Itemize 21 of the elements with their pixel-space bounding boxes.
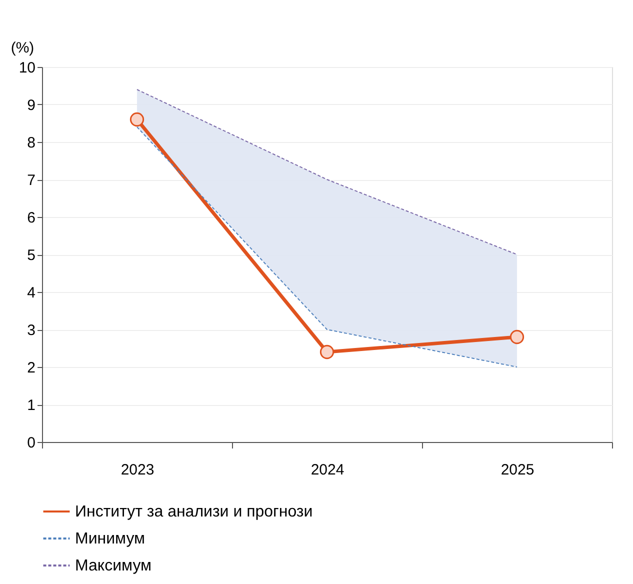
point xyxy=(130,112,144,127)
y-tick-label: 6 xyxy=(27,210,36,226)
legend-label: Минимум xyxy=(75,530,146,548)
point xyxy=(320,344,334,360)
y-tick-label: 5 xyxy=(27,247,36,264)
y-tick-label: 3 xyxy=(27,322,36,339)
legend-label: Институт за анализи и прогнози xyxy=(75,504,313,520)
x-tick-label: 2024 xyxy=(310,462,344,478)
x-tick-label: 2025 xyxy=(500,462,534,478)
y-tick-label: 8 xyxy=(27,134,36,152)
y-tick-label: 2 xyxy=(27,360,36,376)
legend-label: Максимум xyxy=(75,558,152,574)
y-tick-label: 9 xyxy=(27,97,36,114)
x-tick-label: 2023 xyxy=(120,462,154,478)
y-tick-label: 1 xyxy=(27,397,36,414)
y-tick-label: 0 xyxy=(27,434,36,452)
y-axis-title: (%) xyxy=(10,40,34,56)
y-tick-label: 7 xyxy=(27,172,36,189)
y-tick-label: 10 xyxy=(18,60,36,76)
y-tick-label: 4 xyxy=(27,284,36,302)
point xyxy=(510,330,524,344)
